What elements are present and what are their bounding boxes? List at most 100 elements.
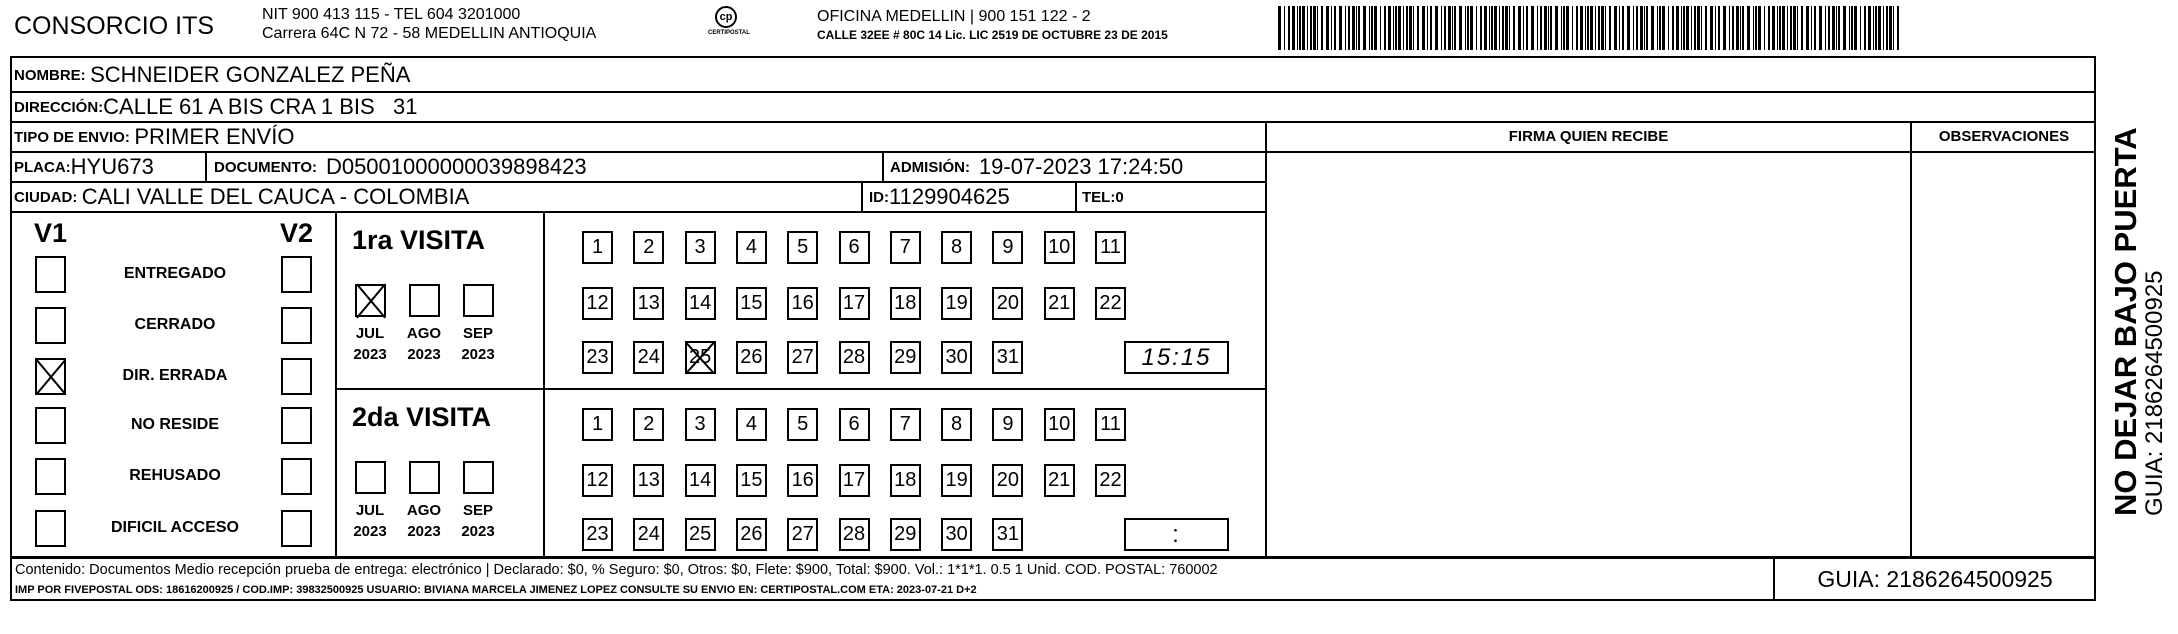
day-box[interactable]: 10 [1043,231,1075,264]
month-checkbox[interactable] [355,461,386,494]
v1-checkbox[interactable] [35,307,66,344]
v1-checkbox[interactable] [35,510,66,547]
barcode-bar [1334,6,1336,50]
day-box[interactable]: 30 [941,341,973,374]
day-box[interactable]: 30 [941,518,973,551]
barcode-bar [1646,6,1648,50]
day-box[interactable]: 21 [1043,464,1075,497]
day-box[interactable]: 9 [992,408,1024,441]
day-box[interactable]: 18 [889,287,921,320]
day-box[interactable]: 1 [582,408,613,441]
day-box[interactable]: 20 [992,287,1024,320]
barcode-bar [1467,6,1469,50]
day-box[interactable]: 5 [787,231,819,264]
day-box[interactable]: 17 [838,287,870,320]
day-box[interactable]: 23 [582,341,613,374]
day-box[interactable]: 27 [787,341,819,374]
day-box[interactable]: 15 [735,287,767,320]
day-box[interactable]: 20 [992,464,1024,497]
day-box[interactable]: 4 [735,408,767,441]
day-box[interactable]: 31 [992,341,1024,374]
day-box[interactable]: 19 [941,464,973,497]
barcode-bar [1636,6,1638,50]
tipo-row: TIPO DE ENVIO: PRIMER ENVÍO [14,122,294,152]
day-box[interactable]: 3 [684,231,716,264]
v2-checkbox[interactable] [281,407,312,444]
day-box[interactable]: 11 [1095,408,1126,441]
month-checkbox[interactable] [409,284,440,317]
day-box[interactable]: 8 [941,408,973,441]
day-box[interactable]: 31 [992,518,1024,551]
day-box[interactable]: 24 [633,518,665,551]
month-checkbox[interactable] [355,284,386,317]
imp-text: IMP POR FIVEPOSTAL ODS: 18616200925 / CO… [15,584,977,596]
barcode-bar [1544,6,1547,50]
day-box[interactable]: 8 [941,231,973,264]
day-box[interactable]: 12 [582,287,613,320]
year-label: 2023 [353,523,387,540]
day-box[interactable]: 13 [633,287,665,320]
day-box[interactable]: 18 [889,464,921,497]
day-box[interactable]: 29 [889,518,921,551]
day-box[interactable]: 22 [1095,287,1126,320]
barcode-bar [1526,6,1528,50]
barcode-bar [1393,6,1394,50]
day-box[interactable]: 28 [838,518,870,551]
barcode-bar [1878,6,1881,50]
v1-checkbox[interactable] [35,458,66,495]
day-box[interactable]: 19 [941,287,973,320]
day-box[interactable]: 29 [889,341,921,374]
day-box[interactable]: 7 [889,231,921,264]
day-box[interactable]: 17 [838,464,870,497]
v1-checkbox[interactable] [35,407,66,444]
day-box[interactable]: 26 [735,518,767,551]
day-box[interactable]: 7 [889,408,921,441]
v2-checkbox[interactable] [281,510,312,547]
day-box[interactable]: 25 [684,341,716,374]
day-box[interactable]: 15 [735,464,767,497]
day-box[interactable]: 14 [684,287,716,320]
time-box[interactable]: 15:15 [1124,341,1229,374]
month-checkbox[interactable] [409,461,440,494]
day-box[interactable]: 4 [735,231,767,264]
year-label: 2023 [353,346,387,363]
day-box[interactable]: 6 [838,408,870,441]
barcode-bar [1819,6,1822,50]
day-box[interactable]: 13 [633,464,665,497]
v2-checkbox[interactable] [281,458,312,495]
day-box[interactable]: 2 [633,408,665,441]
day-box[interactable]: 5 [787,408,819,441]
day-box[interactable]: 26 [735,341,767,374]
v1-checkbox[interactable] [35,358,66,395]
day-box[interactable]: 10 [1043,408,1075,441]
day-box[interactable]: 3 [684,408,716,441]
day-box[interactable]: 22 [1095,464,1126,497]
month-checkbox[interactable] [463,284,494,317]
day-box[interactable]: 14 [684,464,716,497]
day-box[interactable]: 1 [582,231,613,264]
month-checkbox[interactable] [463,461,494,494]
day-box[interactable]: 6 [838,231,870,264]
day-box[interactable]: 28 [838,341,870,374]
barcode-bar [1352,6,1355,50]
day-box[interactable]: 12 [582,464,613,497]
day-box[interactable]: 16 [787,464,819,497]
placa-value: HYU673 [70,154,154,179]
day-box[interactable]: 27 [787,518,819,551]
day-box[interactable]: 23 [582,518,613,551]
v2-checkbox[interactable] [281,307,312,344]
nombre-row: NOMBRE: SCHNEIDER GONZALEZ PEÑA [14,58,410,92]
day-box[interactable]: 9 [992,231,1024,264]
day-box[interactable]: 25 [684,518,716,551]
v1-checkbox[interactable] [35,256,66,293]
day-box[interactable]: 16 [787,287,819,320]
company-address: Carrera 64C N 72 - 58 MEDELLIN ANTIOQUIA [262,25,597,42]
barcode-bar [1441,6,1442,50]
v2-checkbox[interactable] [281,358,312,395]
day-box[interactable]: 21 [1043,287,1075,320]
time-box[interactable]: : [1124,518,1229,551]
day-box[interactable]: 11 [1095,231,1126,264]
day-box[interactable]: 2 [633,231,665,264]
v2-checkbox[interactable] [281,256,312,293]
day-box[interactable]: 24 [633,341,665,374]
